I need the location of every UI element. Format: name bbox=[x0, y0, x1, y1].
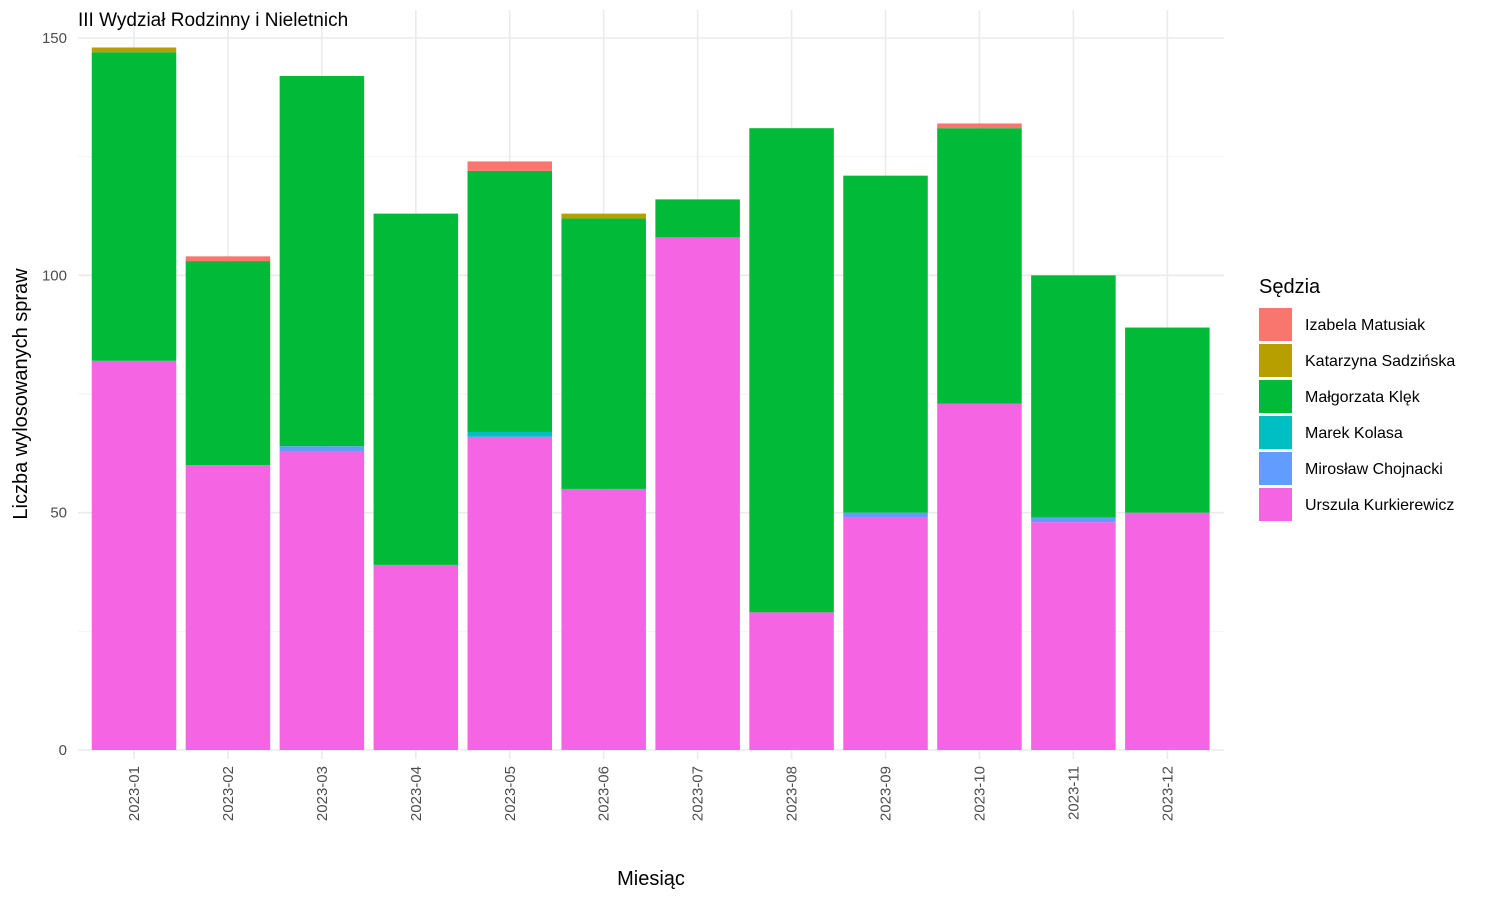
x-tick-label: 2023-12 bbox=[1159, 766, 1176, 821]
legend-title: Sędzia bbox=[1259, 276, 1321, 298]
bar-segment bbox=[655, 199, 740, 238]
legend-key bbox=[1259, 416, 1292, 449]
y-axis-ticks: 0 50 100 150 bbox=[42, 30, 67, 759]
x-tick-label: 2023-10 bbox=[971, 766, 988, 821]
bar-segment bbox=[749, 128, 834, 613]
bar-segment bbox=[1031, 517, 1116, 523]
x-axis-ticks: 2023-01 2023-02 2023-03 2023-04 2023-05 2023-… bbox=[126, 766, 1176, 821]
bar-segment bbox=[1031, 522, 1116, 750]
bar-segment bbox=[843, 517, 928, 750]
x-tick-label: 2023-04 bbox=[408, 766, 425, 821]
legend: Sędzia Izabela Matusiak Katarzyna Sadzińs… bbox=[1259, 276, 1455, 521]
bar-segment bbox=[937, 123, 1022, 129]
bar-segment bbox=[467, 161, 553, 171]
chart-title: III Wydział Rodzinny i Nieletnich bbox=[78, 10, 348, 31]
x-tick-label: 2023-06 bbox=[596, 766, 613, 821]
bar-segment bbox=[1125, 327, 1210, 513]
bar-segment bbox=[561, 218, 646, 489]
bar-segment bbox=[279, 75, 365, 447]
legend-label: Małgorzata Klęk bbox=[1305, 389, 1421, 406]
bars bbox=[91, 47, 1210, 751]
bar-segment bbox=[561, 213, 646, 219]
bar-segment bbox=[373, 564, 459, 750]
bar-segment bbox=[467, 436, 553, 750]
y-tick-label: 0 bbox=[59, 742, 67, 759]
y-tick-label: 150 bbox=[42, 30, 67, 47]
bar-segment bbox=[843, 175, 928, 513]
bar-segment bbox=[937, 128, 1022, 404]
bar-segment bbox=[1125, 512, 1210, 750]
x-tick-label: 2023-07 bbox=[690, 766, 707, 821]
legend-key bbox=[1259, 380, 1292, 413]
bar-segment bbox=[843, 512, 928, 518]
bar-segment bbox=[185, 261, 271, 466]
x-tick-label: 2023-08 bbox=[784, 766, 801, 821]
legend-key bbox=[1259, 452, 1292, 485]
legend-key bbox=[1259, 308, 1292, 341]
bar-segment bbox=[279, 450, 365, 750]
x-axis-title: Miesiąc bbox=[617, 868, 685, 890]
x-tick-label: 2023-11 bbox=[1065, 766, 1082, 820]
bar-segment bbox=[561, 488, 646, 750]
x-tick-label: 2023-01 bbox=[126, 766, 143, 821]
bar-segment bbox=[937, 403, 1022, 750]
x-tick-label: 2023-02 bbox=[220, 766, 237, 821]
x-tick-label: 2023-03 bbox=[314, 766, 331, 821]
legend-key bbox=[1259, 344, 1292, 377]
y-axis-title: Liczba wylosowanych spraw bbox=[10, 268, 32, 520]
bar-segment bbox=[91, 47, 177, 53]
y-tick-label: 100 bbox=[42, 267, 67, 284]
legend-label: Mirosław Chojnacki bbox=[1305, 461, 1443, 478]
bar-segment bbox=[1031, 275, 1116, 518]
legend-label: Urszula Kurkierewicz bbox=[1305, 497, 1454, 514]
bar-segment bbox=[749, 612, 834, 750]
bar-segment bbox=[467, 170, 553, 432]
x-tick-label: 2023-05 bbox=[502, 766, 519, 821]
legend-label: Marek Kolasa bbox=[1305, 425, 1403, 442]
x-tick-label: 2023-09 bbox=[878, 766, 895, 821]
legend-label: Katarzyna Sadzińska bbox=[1305, 353, 1455, 370]
bar-segment bbox=[373, 213, 459, 565]
legend-key bbox=[1259, 488, 1292, 521]
bar-segment bbox=[655, 237, 740, 751]
bar-segment bbox=[185, 256, 271, 262]
bar-segment bbox=[185, 465, 271, 750]
legend-label: Izabela Matusiak bbox=[1305, 317, 1426, 334]
y-tick-label: 50 bbox=[50, 505, 67, 522]
bar-segment bbox=[91, 52, 177, 361]
bar-segment bbox=[91, 360, 177, 750]
bar-segment bbox=[467, 431, 553, 437]
bar-segment bbox=[279, 446, 365, 451]
